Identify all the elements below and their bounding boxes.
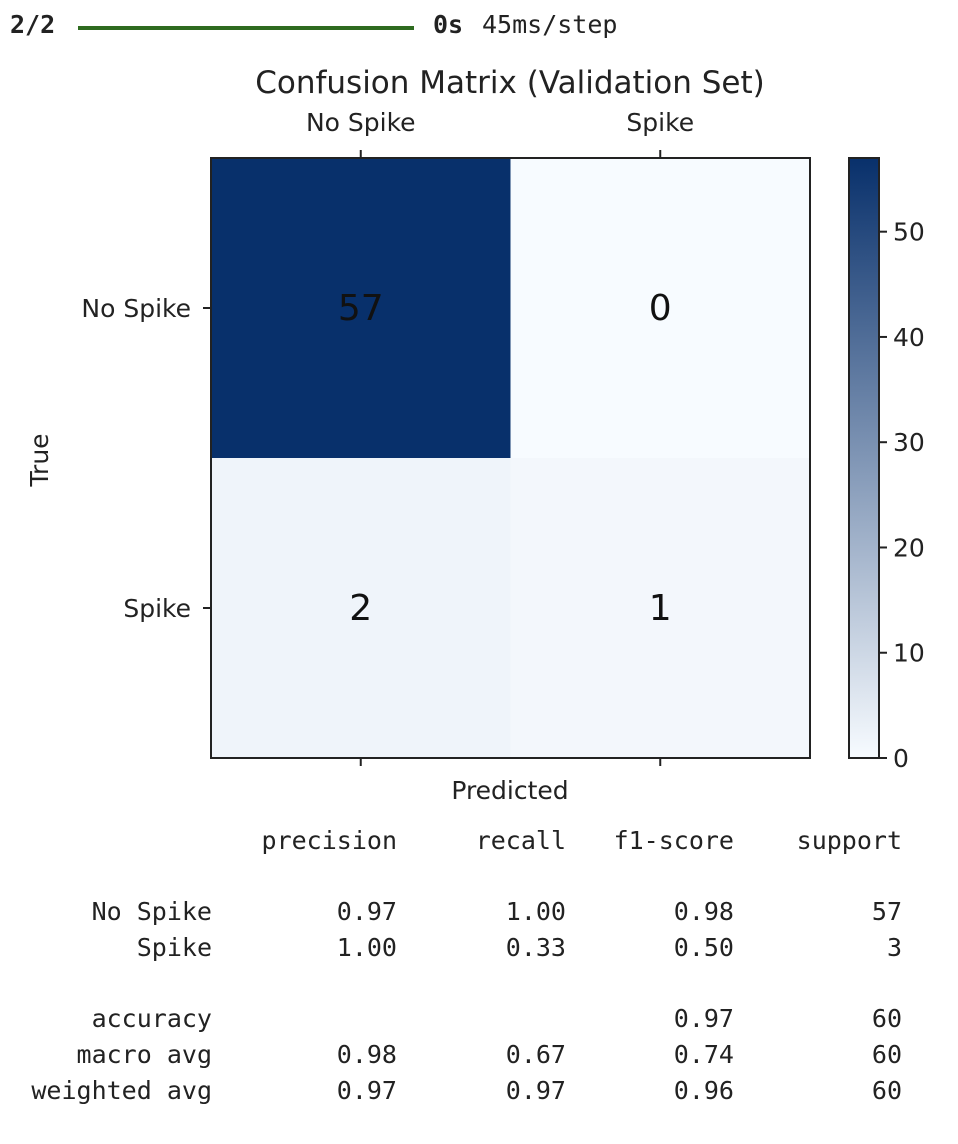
x-tick-label: Spike (626, 108, 694, 137)
progress-bar-fill (78, 26, 414, 30)
y-axis-label: True (25, 433, 54, 487)
x-axis: No Spike Spike (306, 108, 694, 766)
cell-value-label: 2 (349, 588, 372, 629)
colorbar-tick-label: 50 (893, 218, 925, 247)
cell-value-label: 0 (649, 288, 672, 329)
cell-value-label: 57 (338, 288, 384, 329)
heatmap-cell (510, 158, 810, 458)
report-header-cell: f1-score (613, 826, 734, 855)
cell-value-label: 1 (649, 588, 672, 629)
report-row: No Spike 0.97 1.00 0.98 57 (0, 897, 958, 929)
colorbar-tick-label: 0 (893, 744, 909, 773)
report-value-cell: 0.50 (673, 933, 734, 962)
colorbar-tick-label: 40 (893, 323, 925, 352)
colorbar-tick-label: 10 (893, 639, 925, 668)
report-value-cell: 0.96 (673, 1076, 734, 1105)
report-row-label: macro avg (76, 1040, 212, 1069)
report-value-cell: 0.98 (673, 897, 734, 926)
report-value-cell: 1.00 (336, 933, 397, 962)
chart-title: Confusion Matrix (Validation Set) (255, 65, 765, 101)
y-axis: No Spike Spike (81, 294, 211, 623)
training-progress: 2/2 0s 45ms/step (0, 0, 958, 56)
report-row: weighted avg 0.97 0.97 0.96 60 (0, 1076, 958, 1108)
report-header-cell: support (796, 826, 902, 855)
report-value-cell: 0.67 (505, 1040, 566, 1069)
report-value-cell: 0.97 (673, 1004, 734, 1033)
y-tick-label: Spike (123, 594, 191, 623)
confusion-matrix-chart: Confusion Matrix (Validation Set) 57 02 1 … (25, 65, 925, 805)
heatmap-cell (211, 458, 511, 758)
report-header-cell: recall (475, 826, 566, 855)
report-value-cell: 60 (871, 1076, 902, 1105)
colorbar-tick-label: 20 (893, 533, 925, 562)
progress-rate: 45ms/step (482, 10, 618, 39)
heatmap-cell (211, 158, 511, 458)
colorbar-tick-label: 30 (893, 428, 925, 457)
report-value-cell: 0.74 (673, 1040, 734, 1069)
report-value-cell: 0.97 (505, 1076, 566, 1105)
report-value-cell: 0.97 (336, 1076, 397, 1105)
report-row: accuracy 0.97 60 (0, 1004, 958, 1036)
report-row-label: Spike (136, 933, 212, 962)
x-tick-label: No Spike (306, 108, 416, 137)
progress-time: 0s (433, 10, 464, 39)
report-value-cell: 57 (871, 897, 902, 926)
report-row-label: weighted avg (31, 1076, 212, 1105)
report-row-label: No Spike (91, 897, 212, 926)
report-value-cell: 60 (871, 1004, 902, 1033)
classification-report: precision recall f1-score support No Spike 0.… (0, 826, 958, 1126)
heatmap-cell (510, 458, 810, 758)
report-value-cell: 1.00 (505, 897, 566, 926)
report-value-cell: 0.98 (336, 1040, 397, 1069)
colorbar-axis: 0 10 20 30 40 50 (879, 218, 925, 773)
y-tick-label: No Spike (81, 294, 191, 323)
x-axis-label: Predicted (451, 776, 568, 805)
report-row: macro avg 0.98 0.67 0.74 60 (0, 1040, 958, 1072)
report-row: Spike 1.00 0.33 0.50 3 (0, 933, 958, 965)
report-header-row: precision recall f1-score support (0, 826, 958, 858)
report-value-cell: 60 (871, 1040, 902, 1069)
colorbar (848, 157, 880, 759)
report-row-label: accuracy (91, 1004, 212, 1033)
progress-bar (78, 26, 414, 30)
heatmap-cells: 57 0 2 1 (211, 158, 810, 758)
report-value-cell: 0.97 (336, 897, 397, 926)
plot-frame (210, 157, 811, 759)
report-value-cell: 3 (886, 933, 902, 962)
progress-step: 2/2 (10, 10, 56, 39)
report-header-cell: precision (261, 826, 397, 855)
report-value-cell: 0.33 (505, 933, 566, 962)
